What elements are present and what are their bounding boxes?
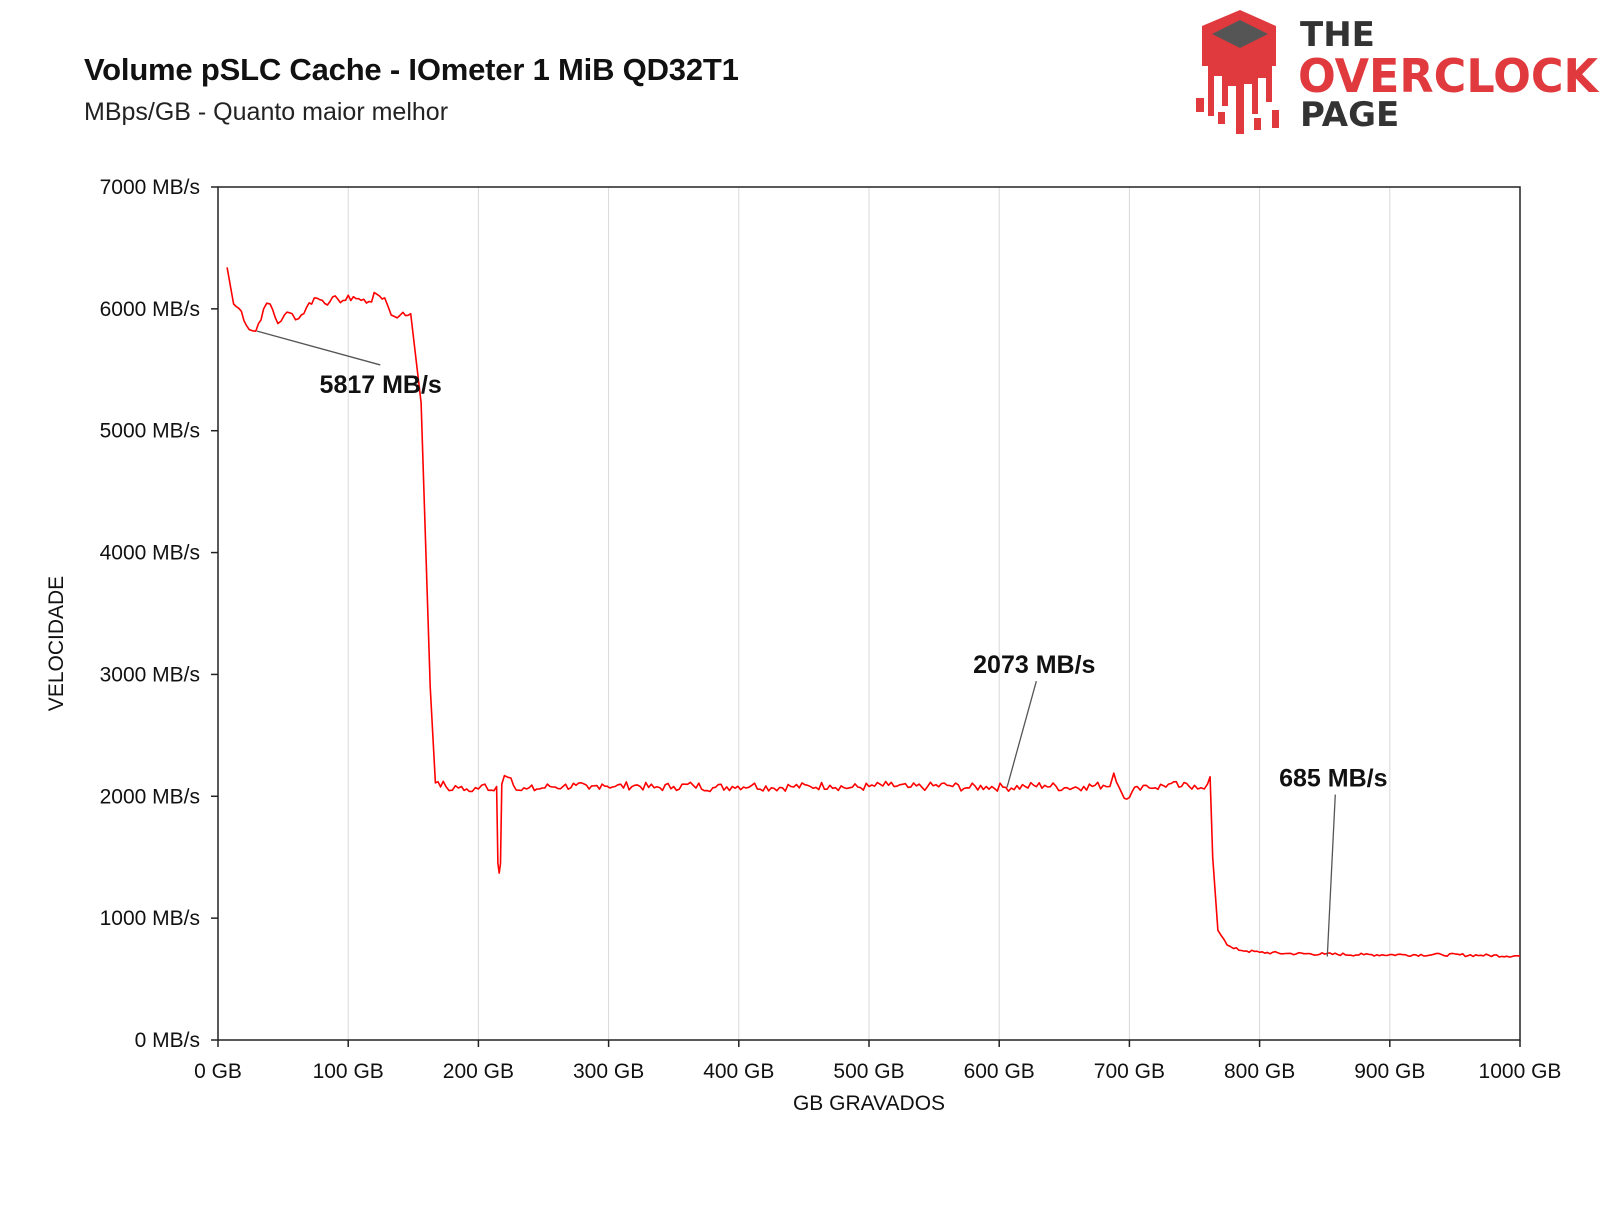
x-tick-label: 0 GB <box>194 1060 242 1083</box>
chart-subtitle: MBps/GB - Quanto maior melhor <box>84 98 449 126</box>
y-tick-label: 5000 MB/s <box>100 420 200 443</box>
series-layer <box>226 267 1521 958</box>
x-tick-label: 900 GB <box>1354 1060 1425 1083</box>
y-tick-label: 7000 MB/s <box>100 176 200 199</box>
annotation-leader-line <box>1006 681 1037 788</box>
logo-drip-icon <box>1202 10 1276 134</box>
y-tick-labels: 0 MB/s 1000 MB/s 2000 MB/s 3000 MB/s 4000 MB… <box>100 176 200 1052</box>
x-tick-labels: 0 GB 100 GB 200 GB 300 GB 400 GB 500 GB 600 GB… <box>194 1060 1561 1083</box>
x-tick-label: 600 GB <box>964 1060 1035 1083</box>
y-tick-label: 6000 MB/s <box>100 298 200 321</box>
x-tick-label: 100 GB <box>313 1060 384 1083</box>
x-axis-title: GB GRAVADOS <box>793 1092 945 1115</box>
gridlines <box>347 187 1391 1040</box>
annotation-leader-line <box>256 330 381 366</box>
annotation-label: 685 MB/s <box>1279 765 1387 793</box>
x-tick-label: 400 GB <box>703 1060 774 1083</box>
annotations: 5817 MB/s 2073 MB/s 685 MB/s <box>256 330 1388 957</box>
x-tick-label: 500 GB <box>833 1060 904 1083</box>
overclock-page-logo: THE OVERCLOCK PAGE <box>1196 10 1600 135</box>
y-tick-label: 4000 MB/s <box>100 542 200 565</box>
x-tick-label: 700 GB <box>1094 1060 1165 1083</box>
y-tick-label: 2000 MB/s <box>100 785 200 808</box>
axes <box>211 186 1521 1047</box>
series-line <box>226 267 1521 958</box>
x-tick-label: 200 GB <box>443 1060 514 1083</box>
annotation-label: 2073 MB/s <box>973 651 1095 679</box>
chart-title: Volume pSLC Cache - IOmeter 1 MiB QD32T1 <box>84 52 739 87</box>
chip-top-icon <box>1212 20 1268 48</box>
x-tick-label: 300 GB <box>573 1060 644 1083</box>
x-tick-label: 800 GB <box>1224 1060 1295 1083</box>
logo-text-the: THE <box>1300 15 1375 55</box>
y-tick-label: 1000 MB/s <box>100 907 200 930</box>
y-tick-label: 0 MB/s <box>135 1029 200 1052</box>
logo-text-overclock: OVERCLOCK <box>1298 49 1600 103</box>
x-tick-label: 1000 GB <box>1479 1060 1562 1083</box>
logo-text-page: PAGE <box>1300 95 1399 135</box>
y-axis-title: VELOCIDADE <box>45 576 68 711</box>
annotation-label: 5817 MB/s <box>320 371 442 399</box>
annotation-leader-line <box>1326 794 1336 957</box>
y-tick-label: 3000 MB/s <box>100 663 200 686</box>
